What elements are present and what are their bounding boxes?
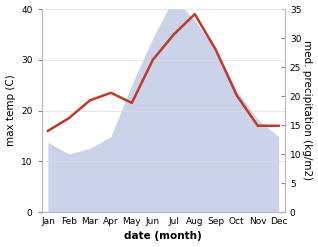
X-axis label: date (month): date (month) xyxy=(124,231,202,242)
Y-axis label: med. precipitation (kg/m2): med. precipitation (kg/m2) xyxy=(302,41,313,181)
Y-axis label: max temp (C): max temp (C) xyxy=(5,75,16,146)
